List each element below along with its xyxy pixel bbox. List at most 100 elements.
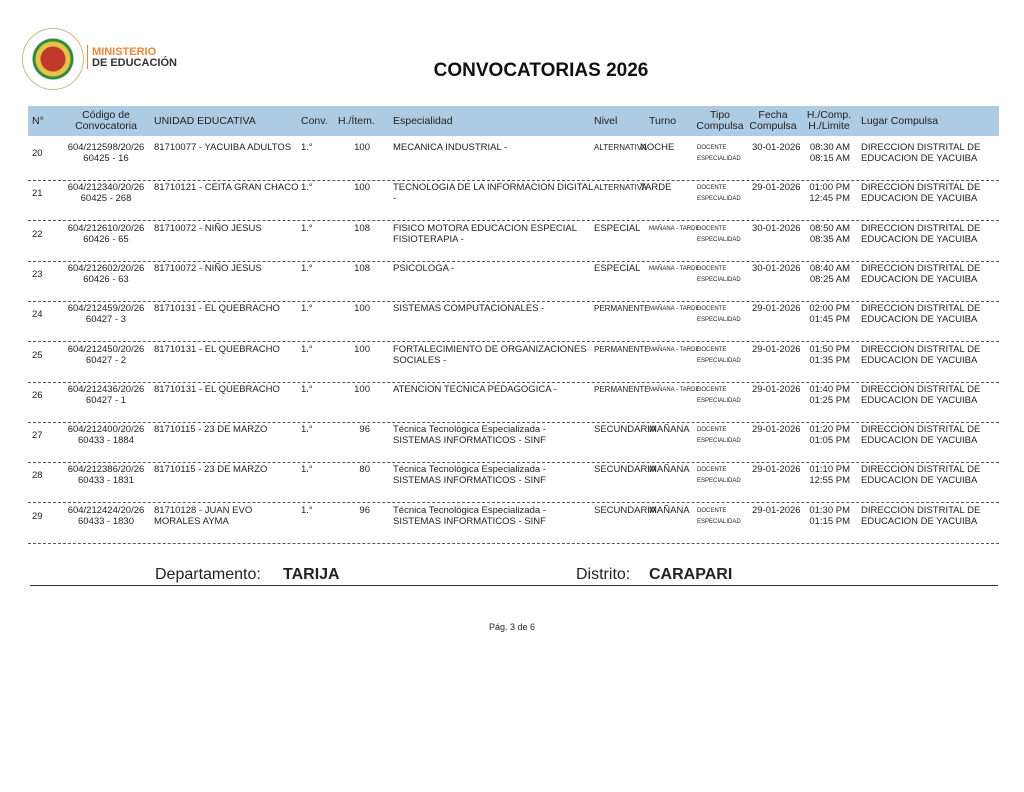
row-number: 27 — [32, 430, 43, 442]
tipo-line2: ESPECIALIDAD — [697, 397, 741, 404]
table-row: 27 604/212400/20/26 60433 - 1884 81710115 -… — [28, 422, 999, 464]
tipo-line2: ESPECIALIDAD — [697, 438, 741, 445]
code-line1: 604/212602/20/26 — [67, 262, 145, 274]
code-line1: 604/212424/20/26 — [67, 504, 145, 516]
page-number: Pág. 3 de 6 — [488, 622, 536, 632]
turno-value: MAÑANA — [649, 504, 690, 516]
hora-comp: 08:40 AM — [809, 262, 850, 274]
lugar-line2: EDUCACION DE YACUIBA — [861, 475, 978, 487]
table-row: 21 604/212340/20/26 60425 - 268 81710121 - … — [28, 180, 999, 222]
hora-comp: 01:00 PM — [809, 182, 850, 194]
nivel-value: SECUNDARIA — [594, 464, 657, 476]
especialidad-line2: FISIOTERAPIA - — [393, 233, 464, 245]
unidad-line1: 81710115 - 23 DE MARZO — [154, 424, 268, 436]
hora-comp: 02:00 PM — [809, 303, 850, 315]
table-row: 22 604/212610/20/26 60426 - 65 81710072 - N… — [28, 221, 999, 262]
tipo-line1: DOCENTE — [697, 185, 727, 192]
turno-value: MAÑANA - TARDE — [649, 265, 700, 272]
conv-value: 1.° — [301, 504, 313, 516]
lugar-line2: EDUCACION DE YACUIBA — [861, 394, 978, 406]
tipo-line2: ESPECIALIDAD — [697, 478, 741, 485]
col-hitem: H./Ítem. — [338, 115, 375, 127]
code-line2: 60433 - 1884 — [78, 435, 134, 447]
code-line2: 60426 - 65 — [83, 233, 129, 245]
nivel-value: PERMANENTE — [594, 384, 650, 394]
tipo-line2: ESPECIALIDAD — [697, 357, 741, 364]
hora-comp: 01:30 PM — [809, 504, 850, 516]
hora-limite: 01:15 PM — [809, 515, 850, 527]
code-line2: 60427 - 1 — [85, 394, 127, 406]
hitem-value: 80 — [359, 464, 370, 476]
tipo-line2: ESPECIALIDAD — [697, 518, 741, 525]
code-line1: 604/212450/20/26 — [67, 343, 145, 355]
code-line1: 604/212459/20/26 — [67, 303, 145, 315]
code-line1: 604/212340/20/26 — [67, 182, 145, 194]
unidad-line1: 81710121 - CEITA GRAN CHACO — [154, 182, 299, 194]
lugar-line2: EDUCACION DE YACUIBA — [861, 354, 978, 366]
lugar-line2: EDUCACION DE YACUIBA — [861, 273, 978, 285]
nivel-value: ALTERNATIVA — [594, 183, 647, 193]
row-number: 24 — [32, 309, 43, 321]
unidad-line1: 81710131 - EL QUEBRACHO — [154, 383, 280, 395]
fecha-value: 29-01-2026 — [752, 424, 801, 436]
turno-value: MAÑANA — [649, 464, 690, 476]
code-line1: 604/212386/20/26 — [67, 464, 145, 476]
especialidad-line1: FISICO MOTORA EDUCACION ESPECIAL — [393, 222, 578, 234]
tipo-line1: DOCENTE — [697, 467, 727, 474]
tipo-line1: DOCENTE — [697, 225, 727, 232]
nivel-value: ESPECIAL — [594, 262, 641, 274]
row-number: 26 — [32, 389, 43, 401]
tipo-line1: DOCENTE — [697, 145, 727, 151]
page-title: CONVOCATORIAS 2026 — [433, 60, 649, 81]
fecha-value: 29-01-2026 — [752, 343, 801, 355]
code-line2: 60427 - 3 — [85, 314, 127, 326]
conv-value: 1.° — [301, 343, 313, 355]
hora-comp: 01:50 PM — [809, 343, 850, 355]
conv-value: 1.° — [301, 303, 313, 315]
lugar-line1: DIRECCION DISTRITAL DE — [861, 504, 981, 516]
row-number: 20 — [32, 148, 43, 159]
hitem-value: 96 — [359, 424, 370, 436]
nivel-value: ESPECIAL — [594, 222, 641, 234]
especialidad-line1: PSICOLOGA - — [393, 262, 455, 274]
tipo-line1: DOCENTE — [697, 346, 727, 353]
conv-value: 1.° — [301, 262, 313, 274]
table-row: 29 604/212424/20/26 60433 - 1830 81710128 -… — [28, 503, 999, 544]
col-codigo: Código de Convocatoria — [75, 109, 137, 132]
col-tipo: Tipo Compulsa — [696, 109, 744, 132]
table-row: 20 604/212598/20/26 60425 - 16 81710077 - Y… — [28, 140, 999, 181]
row-number: 22 — [32, 228, 43, 240]
fecha-value: 29-01-2026 — [752, 303, 801, 315]
code-line1: 604/212598/20/26 — [67, 142, 145, 153]
row-number: 29 — [32, 510, 43, 522]
code-line1: 604/212436/20/26 — [67, 383, 145, 395]
table-row: 26 604/212436/20/26 60427 - 1 81710131 - EL… — [28, 382, 999, 423]
especialidad-line2: - — [393, 193, 397, 205]
lugar-line2: EDUCACION DE YACUIBA — [861, 233, 978, 245]
tipo-line1: DOCENTE — [697, 427, 727, 434]
table-header: N° Código de Convocatoria UNIDAD EDUCATI… — [28, 106, 999, 136]
turno-value: MAÑANA - TARDE — [649, 306, 700, 313]
hora-comp: 08:30 AM — [809, 142, 850, 153]
hora-limite: 01:25 PM — [809, 394, 850, 406]
tipo-line1: DOCENTE — [697, 386, 727, 393]
especialidad-line2: SISTEMAS INFORMATICOS - SINF — [393, 475, 546, 487]
nivel-value: SECUNDARIA — [594, 504, 657, 516]
hora-comp: 08:50 AM — [809, 222, 850, 234]
hora-limite: 01:45 PM — [809, 314, 850, 326]
unidad-line2: MORALES AYMA — [154, 515, 229, 527]
especialidad-line1: Técnica Tecnológica Especializada - — [393, 504, 546, 516]
hora-comp: 01:40 PM — [809, 383, 850, 395]
especialidad-line1: FORTALECIMIENTO DE ORGANIZACIONES — [393, 343, 587, 355]
row-number: 25 — [32, 349, 43, 361]
nivel-value: PERMANENTE — [594, 304, 650, 314]
hitem-value: 108 — [354, 222, 370, 234]
especialidad-line1: SISTEMAS COMPUTACIONALES - — [393, 303, 545, 315]
district-label: Distrito: — [576, 566, 631, 583]
unidad-line1: 81710072 - NIÑO JESUS — [154, 262, 262, 274]
hora-comp: 01:10 PM — [809, 464, 850, 476]
col-nivel: Nivel — [594, 115, 618, 127]
hitem-value: 100 — [354, 343, 370, 355]
code-line1: 604/212400/20/26 — [67, 424, 145, 436]
